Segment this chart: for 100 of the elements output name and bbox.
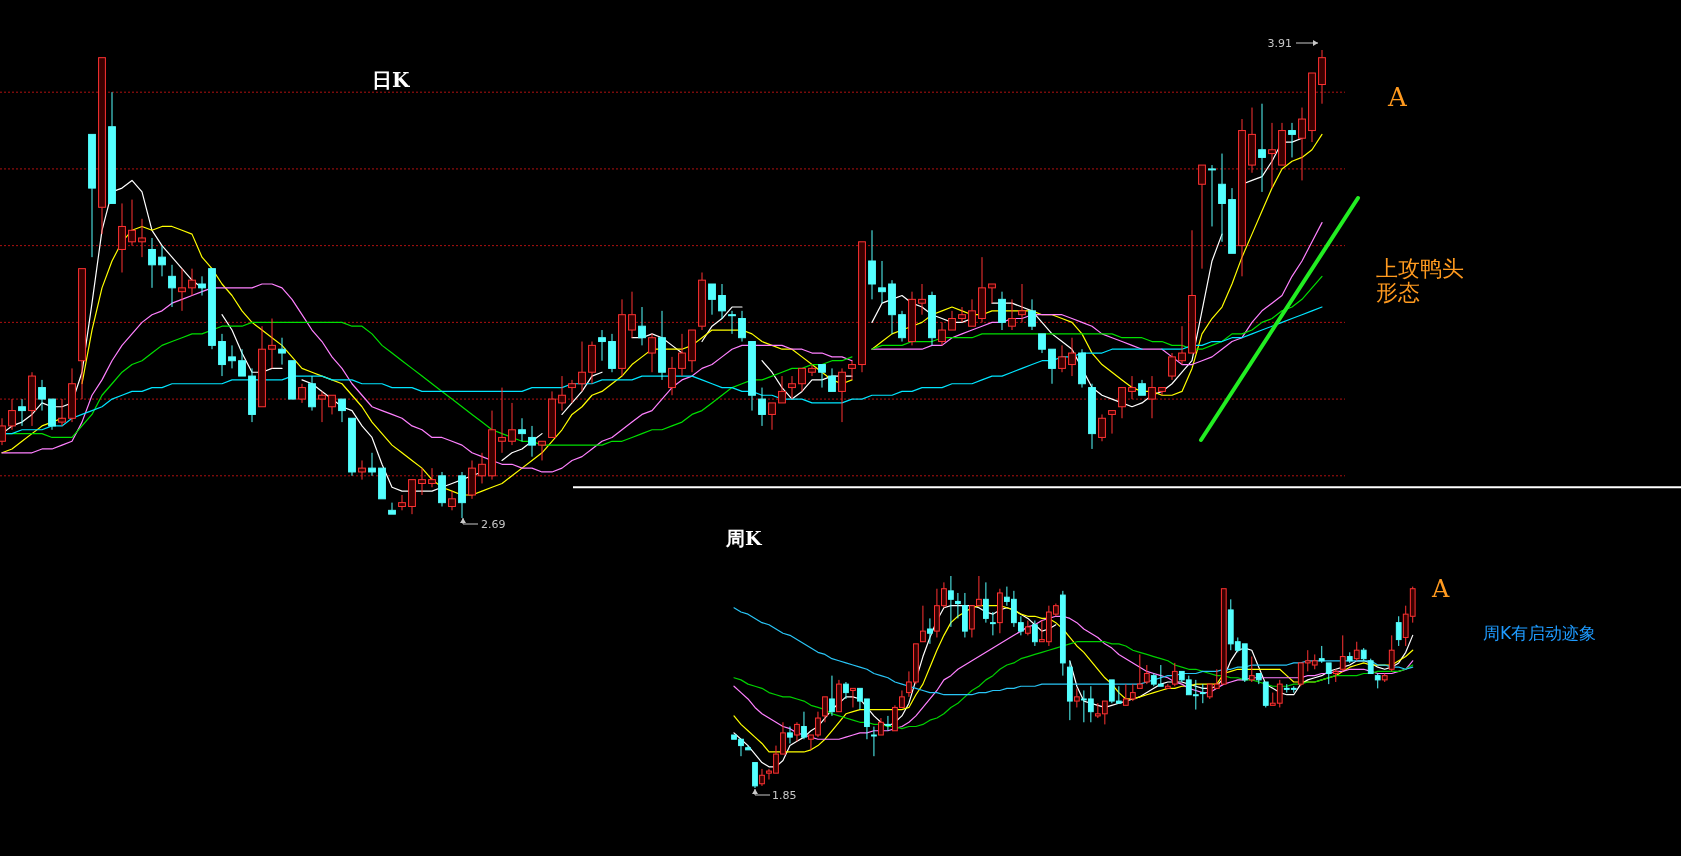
candlestick	[1346, 651, 1353, 664]
text: 周K有启动迹象	[1483, 623, 1597, 643]
candlestick	[1218, 153, 1226, 243]
candlestick	[1288, 122, 1296, 158]
text: 1.85	[772, 789, 797, 802]
candlestick	[668, 356, 676, 396]
candlestick	[918, 283, 926, 316]
candlestick	[1024, 620, 1031, 636]
candlestick	[1353, 641, 1360, 662]
candlestick	[888, 279, 896, 335]
candlestick	[1098, 413, 1106, 442]
candlestick	[868, 229, 876, 300]
candlestick	[1318, 645, 1325, 664]
candlestick	[1318, 49, 1326, 105]
candlestick	[678, 333, 686, 377]
candlestick	[468, 459, 476, 500]
candlestick	[458, 471, 466, 519]
candlestick	[478, 452, 486, 484]
candlestick	[18, 398, 26, 427]
candlestick	[158, 245, 166, 277]
text: 上攻鸭头	[1376, 256, 1464, 281]
candlestick	[871, 726, 877, 757]
candlestick	[878, 260, 886, 304]
candlestick	[38, 379, 46, 412]
candlestick	[948, 575, 954, 628]
candlestick	[8, 398, 16, 431]
text: 形态	[1376, 280, 1420, 305]
candlestick	[618, 298, 626, 377]
candlestick	[358, 459, 366, 481]
candlestick	[1008, 298, 1016, 331]
candlestick	[983, 581, 989, 624]
candlestick	[558, 375, 566, 412]
candlestick	[1332, 668, 1339, 683]
candlestick	[955, 592, 961, 619]
candlestick	[1058, 344, 1066, 373]
candlestick	[418, 467, 426, 496]
candlestick	[58, 398, 66, 427]
annotation: 3.91	[1267, 37, 1292, 50]
text: A	[1431, 575, 1450, 603]
candlestick	[718, 283, 726, 320]
candlestick	[938, 321, 946, 346]
candlestick	[1395, 615, 1402, 647]
candlestick	[528, 425, 536, 458]
candlestick	[1031, 620, 1038, 647]
candlestick	[1148, 375, 1156, 419]
candlestick	[758, 387, 766, 427]
candlestick	[898, 310, 906, 343]
candlestick	[488, 410, 496, 481]
candlestick	[198, 275, 206, 297]
candlestick	[1298, 107, 1306, 181]
candlestick	[428, 467, 436, 488]
candlestick	[927, 617, 933, 645]
candlestick	[308, 375, 316, 412]
candlestick	[829, 675, 835, 717]
candlestick	[1018, 283, 1026, 323]
candlestick	[568, 379, 576, 404]
candlestick	[398, 494, 406, 511]
candlestick	[28, 371, 36, 427]
candlestick	[508, 402, 516, 446]
candlestick	[1238, 118, 1246, 277]
candlestick	[278, 337, 286, 366]
candlestick	[738, 310, 746, 343]
candlestick	[658, 310, 666, 381]
candlestick	[998, 291, 1006, 331]
candlestick	[648, 333, 656, 373]
candlestick	[248, 367, 256, 423]
candlestick	[628, 291, 636, 339]
candlestick	[128, 199, 136, 247]
candlestick	[1073, 687, 1080, 708]
candlestick	[318, 390, 326, 423]
candlestick	[698, 271, 706, 331]
candlestick	[978, 256, 986, 323]
text: A	[1387, 82, 1408, 112]
candlestick	[928, 291, 936, 346]
chart-title: 周K	[725, 527, 763, 549]
candlestick	[1128, 375, 1136, 400]
candlestick	[0, 417, 6, 446]
candlestick	[1178, 325, 1186, 366]
candlestick	[962, 592, 968, 638]
candlestick	[1268, 122, 1276, 189]
candlestick	[518, 417, 526, 442]
candlestick	[759, 768, 765, 787]
candlestick	[1258, 103, 1266, 193]
candlestick	[138, 218, 146, 258]
candlestick	[1248, 107, 1256, 174]
candlestick	[1168, 352, 1176, 381]
candlestick	[438, 471, 446, 507]
candlestick	[1059, 590, 1066, 677]
candlestick	[908, 291, 916, 346]
candlestick	[148, 237, 156, 289]
candlestick	[787, 726, 793, 744]
candlestick	[588, 341, 596, 385]
candlestick	[990, 611, 996, 636]
candlestick	[1078, 348, 1086, 389]
candlestick	[638, 306, 646, 346]
text: 日K	[372, 68, 410, 92]
candlestick	[68, 367, 76, 423]
candlestick	[118, 202, 126, 273]
candlestick	[1208, 164, 1216, 227]
candlestick	[801, 711, 807, 740]
